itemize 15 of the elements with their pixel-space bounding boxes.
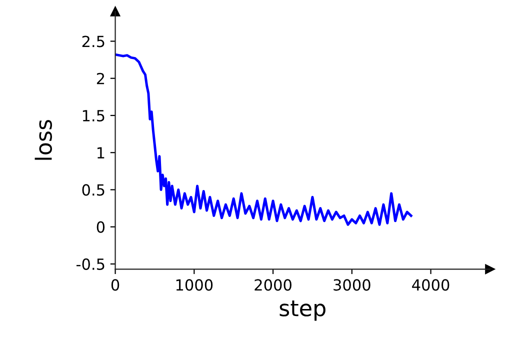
x-tick-label: 0 <box>111 279 120 291</box>
y-tick-label: 1.5 <box>82 110 104 122</box>
y-tick-label: -0.5 <box>76 258 104 270</box>
x-tick-label: 1000 <box>176 279 213 291</box>
y-tick-label: 0 <box>96 221 105 233</box>
x-axis-title: step <box>280 300 326 321</box>
x-tick-label: 4000 <box>412 279 450 291</box>
y-axis-title: loss <box>34 120 52 160</box>
line-series <box>115 53 412 226</box>
y-tick-label: 2.5 <box>82 36 104 48</box>
y-tick-label: 1 <box>98 147 104 158</box>
x-tick-label: 2000 <box>254 279 292 291</box>
y-tick-label: 2 <box>96 72 104 84</box>
y-tick-label: 0.5 <box>82 184 104 196</box>
x-tick-label: 3000 <box>334 279 370 291</box>
